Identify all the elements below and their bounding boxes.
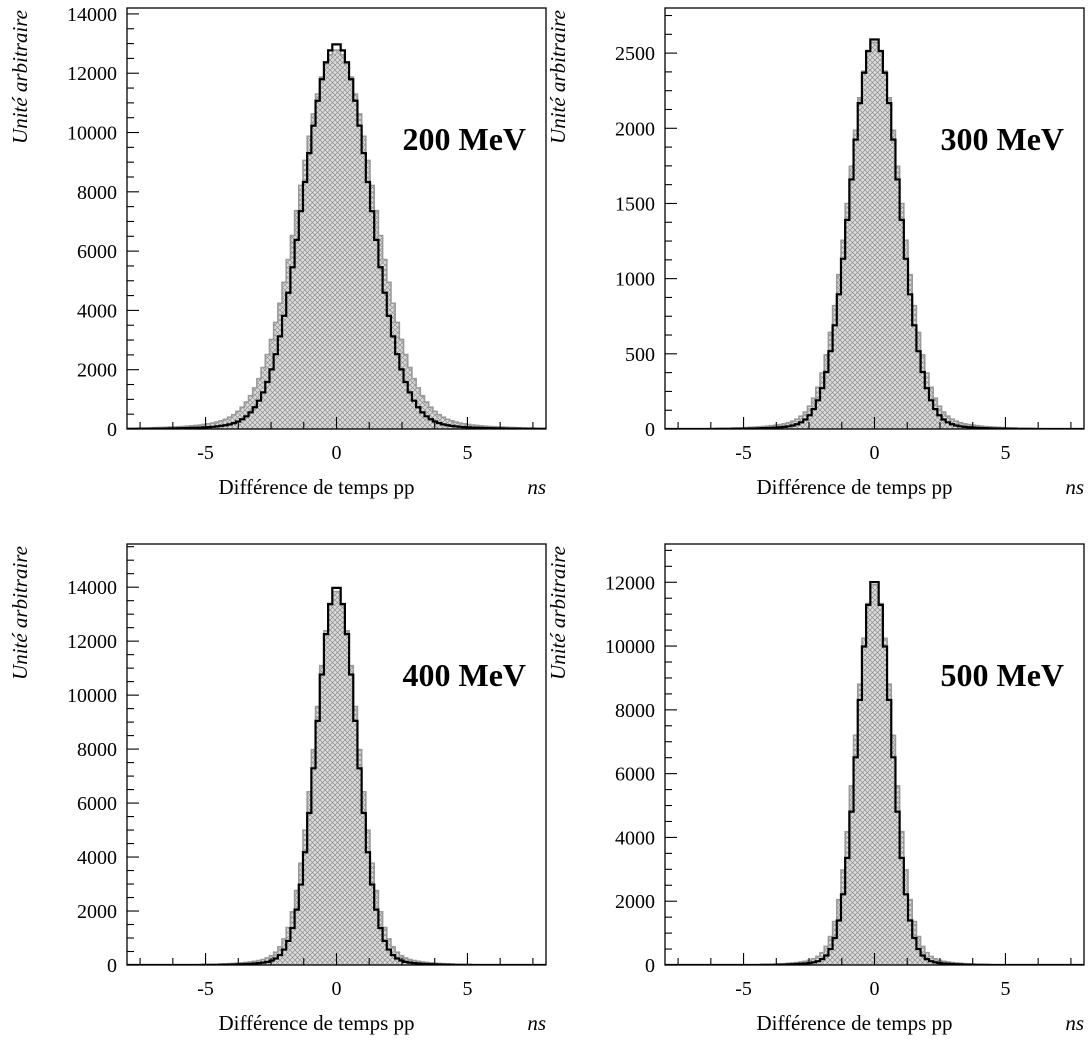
- y-tick-label: 2500: [615, 43, 655, 65]
- x-tick-label: 0: [870, 978, 880, 1000]
- histogram-grey-series: [665, 41, 1084, 429]
- y-axis-label: Unité arbitraire: [546, 546, 570, 680]
- y-tick-label: 6000: [615, 764, 655, 786]
- y-tick-label: 6000: [77, 241, 117, 263]
- x-axis-label: Différence de temps pp: [218, 475, 414, 499]
- x-tick-label: 5: [462, 442, 472, 464]
- y-tick-label: 10000: [67, 685, 117, 707]
- y-tick-label: 2000: [615, 118, 655, 140]
- x-tick-label: 0: [870, 442, 880, 464]
- y-tick-label: 2000: [77, 901, 117, 923]
- y-tick-label: 14000: [67, 577, 117, 599]
- y-axis-label: Unité arbitraire: [546, 10, 570, 144]
- panel-500-mev: -5 0 5 0 2000 4000 6000 8000 10000 12000 Différenc…: [546, 543, 1085, 1035]
- x-tick-label: -5: [197, 442, 214, 464]
- x-axis-unit: ns: [1065, 475, 1084, 499]
- y-tick-label: 4000: [77, 300, 117, 322]
- y-tick-label: 8000: [77, 739, 117, 761]
- x-axis-unit: ns: [1065, 1011, 1084, 1035]
- x-tick-label: 5: [1000, 978, 1010, 1000]
- x-tick-label: -5: [197, 978, 214, 1000]
- histogram-black-series: [127, 43, 546, 429]
- x-tick-label: 5: [1000, 442, 1010, 464]
- y-tick-label: 6000: [77, 793, 117, 815]
- energy-label: 200 MeV: [402, 121, 526, 157]
- x-tick-label: -5: [735, 442, 752, 464]
- energy-label: 300 MeV: [940, 121, 1064, 157]
- y-tick-label: 10000: [67, 123, 117, 145]
- y-tick-label: 8000: [77, 182, 117, 204]
- y-tick-label: 4000: [77, 847, 117, 869]
- y-tick-label: 1500: [615, 193, 655, 215]
- energy-label: 400 MeV: [402, 657, 526, 693]
- x-axis-label: Différence de temps pp: [756, 475, 952, 499]
- y-tick-label: 0: [107, 419, 117, 441]
- panel-300-mev: -5 0 5 0 500 1000 1500 2000 2500 Différence de te…: [546, 7, 1085, 499]
- histogram-grey-series: [665, 583, 1084, 965]
- y-tick-label: 2000: [615, 891, 655, 913]
- y-tick-label: 500: [625, 344, 655, 366]
- x-axis-label: Différence de temps pp: [218, 1011, 414, 1035]
- y-tick-label: 4000: [615, 827, 655, 849]
- y-tick-label: 8000: [615, 700, 655, 722]
- x-tick-label: 5: [462, 978, 472, 1000]
- y-axis-label: Unité arbitraire: [8, 546, 32, 680]
- y-tick-label: 2000: [77, 360, 117, 382]
- y-tick-label: 12000: [67, 631, 117, 653]
- x-tick-label: -5: [735, 978, 752, 1000]
- y-tick-label: 10000: [605, 636, 655, 658]
- y-tick-label: 14000: [67, 4, 117, 26]
- y-tick-label: 12000: [605, 572, 655, 594]
- y-tick-label: 0: [645, 419, 655, 441]
- energy-label: 500 MeV: [940, 657, 1064, 693]
- histogram-grey-series: [127, 590, 546, 965]
- panel-200-mev: -5 0 5 0 2000 4000 6000 8000 10000 12000 14000 Diff…: [8, 4, 547, 499]
- y-axis-label: Unité arbitraire: [8, 10, 32, 144]
- y-tick-label: 1000: [615, 269, 655, 291]
- histogram-grey-series: [127, 49, 546, 429]
- x-axis-unit: ns: [527, 1011, 546, 1035]
- x-axis-label: Différence de temps pp: [756, 1011, 952, 1035]
- panel-400-mev: -5 0 5 0 2000 4000 6000 8000 10000 12000 14000 Diff…: [8, 543, 547, 1035]
- x-tick-label: 0: [332, 978, 342, 1000]
- x-tick-label: 0: [332, 442, 342, 464]
- y-tick-label: 12000: [67, 63, 117, 85]
- x-axis-unit: ns: [527, 475, 546, 499]
- y-tick-label: 0: [645, 955, 655, 977]
- y-tick-label: 0: [107, 955, 117, 977]
